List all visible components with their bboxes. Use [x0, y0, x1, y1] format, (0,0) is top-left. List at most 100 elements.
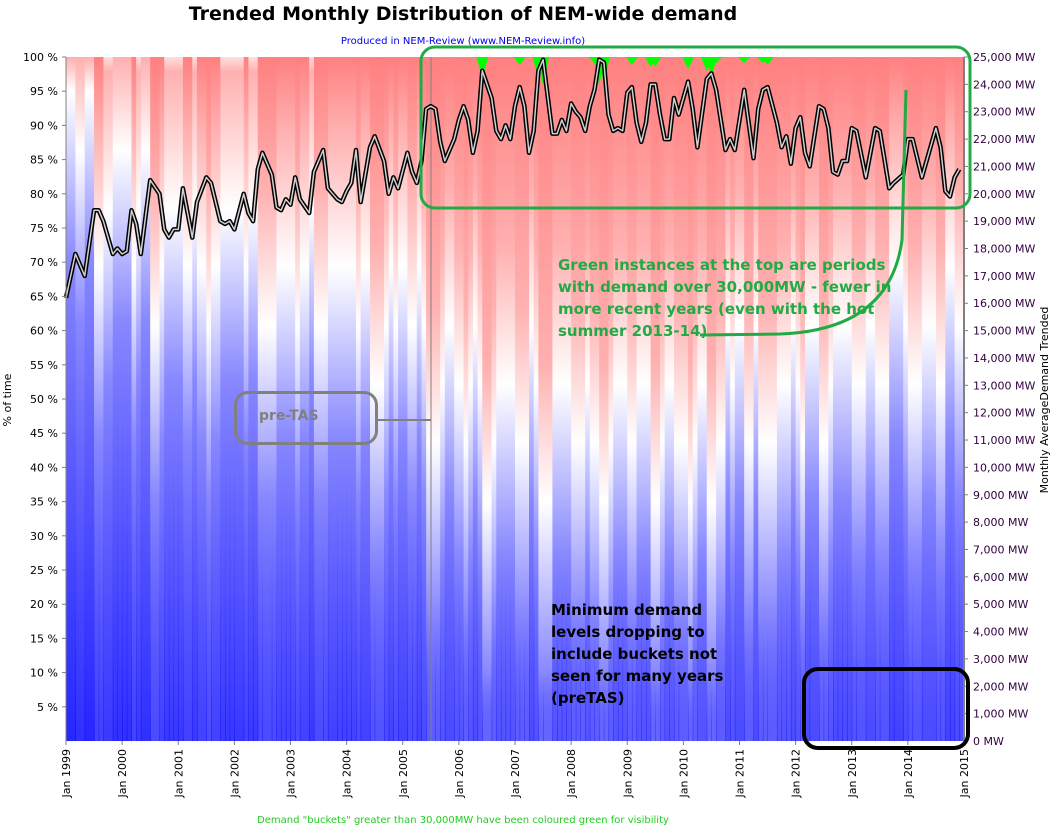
- heatmap-column: [851, 57, 857, 741]
- left-tick-label: 20 %: [30, 598, 58, 611]
- x-tick-label: Jan 2013: [846, 749, 859, 798]
- x-tick-label: Jan 2006: [453, 749, 466, 798]
- heatmap-column: [767, 57, 778, 741]
- heatmap-column: [482, 57, 493, 741]
- right-tick-label: 2,000 MW: [973, 680, 1028, 693]
- heatmap-column: [921, 57, 937, 741]
- heatmap-column: [734, 57, 745, 741]
- heatmap-column: [271, 57, 277, 741]
- heatmap-column: [253, 57, 259, 741]
- green-annotation: Green instances at the top are periods w…: [558, 256, 892, 340]
- heatmap-column: [819, 57, 825, 741]
- heatmap-column: [627, 57, 633, 741]
- heatmap-column: [823, 57, 829, 741]
- heatmap-column: [281, 57, 287, 741]
- heatmap-column: [945, 57, 951, 741]
- heatmap-column: [290, 57, 296, 741]
- heatmap-column: [842, 57, 848, 741]
- heatmap-column: [519, 57, 525, 741]
- green-bucket-spike: [761, 57, 774, 65]
- heatmap-column: [879, 57, 890, 741]
- heatmap-column: [543, 57, 553, 741]
- heatmap-column: [257, 57, 263, 741]
- right-tick-label: 18,000 MW: [973, 243, 1035, 256]
- heatmap-column: [496, 57, 502, 741]
- heatmap-column: [421, 57, 427, 741]
- right-tick-label: 16,000 MW: [973, 297, 1035, 310]
- right-tick-label: 11,000 MW: [973, 434, 1035, 447]
- left-tick-label: 25 %: [30, 564, 58, 577]
- heatmap-column: [589, 57, 596, 741]
- heatmap-column: [608, 57, 614, 741]
- heatmap-column: [117, 57, 123, 741]
- right-tick-label: 1,000 MW: [973, 708, 1028, 721]
- x-tick-label: Jan 2001: [172, 749, 185, 798]
- heatmap-column: [716, 57, 726, 741]
- right-tick-label: 3,000 MW: [973, 653, 1028, 666]
- x-tick-label: Jan 2008: [565, 749, 578, 798]
- heatmap-column: [940, 57, 946, 741]
- heatmap-column: [856, 57, 867, 741]
- heatmap-column: [538, 57, 544, 741]
- heatmap-column: [594, 57, 600, 741]
- demand-line: [65, 58, 960, 298]
- green-highlight-box: [419, 45, 972, 210]
- green-bucket-spike: [738, 57, 751, 63]
- heatmap-column: [617, 57, 624, 741]
- heatmap-column: [393, 57, 399, 741]
- right-tick-label: 14,000 MW: [973, 352, 1035, 365]
- right-tick-label: 23,000 MW: [973, 106, 1035, 119]
- x-tick-label: Jan 2010: [677, 749, 690, 798]
- heatmap-column: [959, 57, 965, 741]
- heatmap-column: [762, 57, 769, 741]
- heatmap-column: [98, 57, 104, 741]
- right-tick-label: 7,000 MW: [973, 543, 1028, 556]
- heatmap-column: [889, 57, 895, 741]
- heatmap-column: [875, 57, 881, 741]
- green-callout-arrow: [699, 89, 908, 337]
- heatmap-column: [529, 57, 535, 741]
- heatmap-column: [758, 57, 764, 741]
- heatmap-column: [613, 57, 619, 741]
- green-bucket-spike: [625, 57, 638, 65]
- heatmap-column: [313, 57, 324, 741]
- heatmap-column: [678, 57, 689, 741]
- chart-title: Trended Monthly Distribution of NEM-wide…: [188, 3, 738, 25]
- heatmap-column: [725, 57, 731, 741]
- heatmap-column: [949, 57, 956, 741]
- heatmap-column: [75, 57, 86, 741]
- x-tick-label: Jan 2003: [285, 749, 298, 798]
- left-tick-label: 15 %: [30, 632, 58, 645]
- x-tick-label: Jan 2012: [790, 749, 803, 798]
- heatmap-column: [912, 57, 923, 741]
- right-tick-label: 0 MW: [973, 735, 1004, 748]
- left-tick-label: 35 %: [30, 496, 58, 509]
- heatmap-column: [458, 57, 465, 741]
- x-tick-label: Jan 2002: [228, 749, 241, 798]
- right-tick-label: 8,000 MW: [973, 516, 1028, 529]
- heatmap-column: [150, 57, 161, 741]
- x-tick-label: Jan 2000: [116, 749, 129, 798]
- heatmap-column: [337, 57, 343, 741]
- heatmap-column: [412, 57, 418, 741]
- right-tick-label: 5,000 MW: [973, 598, 1028, 611]
- heatmap-column: [781, 57, 787, 741]
- chart-subtitle[interactable]: Produced in NEM-Review (www.NEM-Review.i…: [340, 36, 586, 47]
- heatmap-column: [585, 57, 591, 741]
- heatmap-column: [136, 57, 142, 741]
- heatmap-column: [688, 57, 694, 741]
- heatmap-column: [790, 57, 797, 741]
- x-tick-label: Jan 2015: [958, 749, 971, 798]
- right-tick-label: 22,000 MW: [973, 133, 1035, 146]
- heatmap-column: [210, 57, 221, 741]
- left-tick-label: 50 %: [30, 393, 58, 406]
- heatmap-column: [655, 57, 661, 741]
- heatmap-column: [491, 57, 497, 741]
- heatmap-column: [196, 57, 207, 741]
- x-tick-label: Jan 2004: [341, 749, 354, 798]
- heatmap-column: [603, 57, 610, 741]
- heatmap-column: [753, 57, 759, 741]
- heatmap-column: [510, 57, 516, 741]
